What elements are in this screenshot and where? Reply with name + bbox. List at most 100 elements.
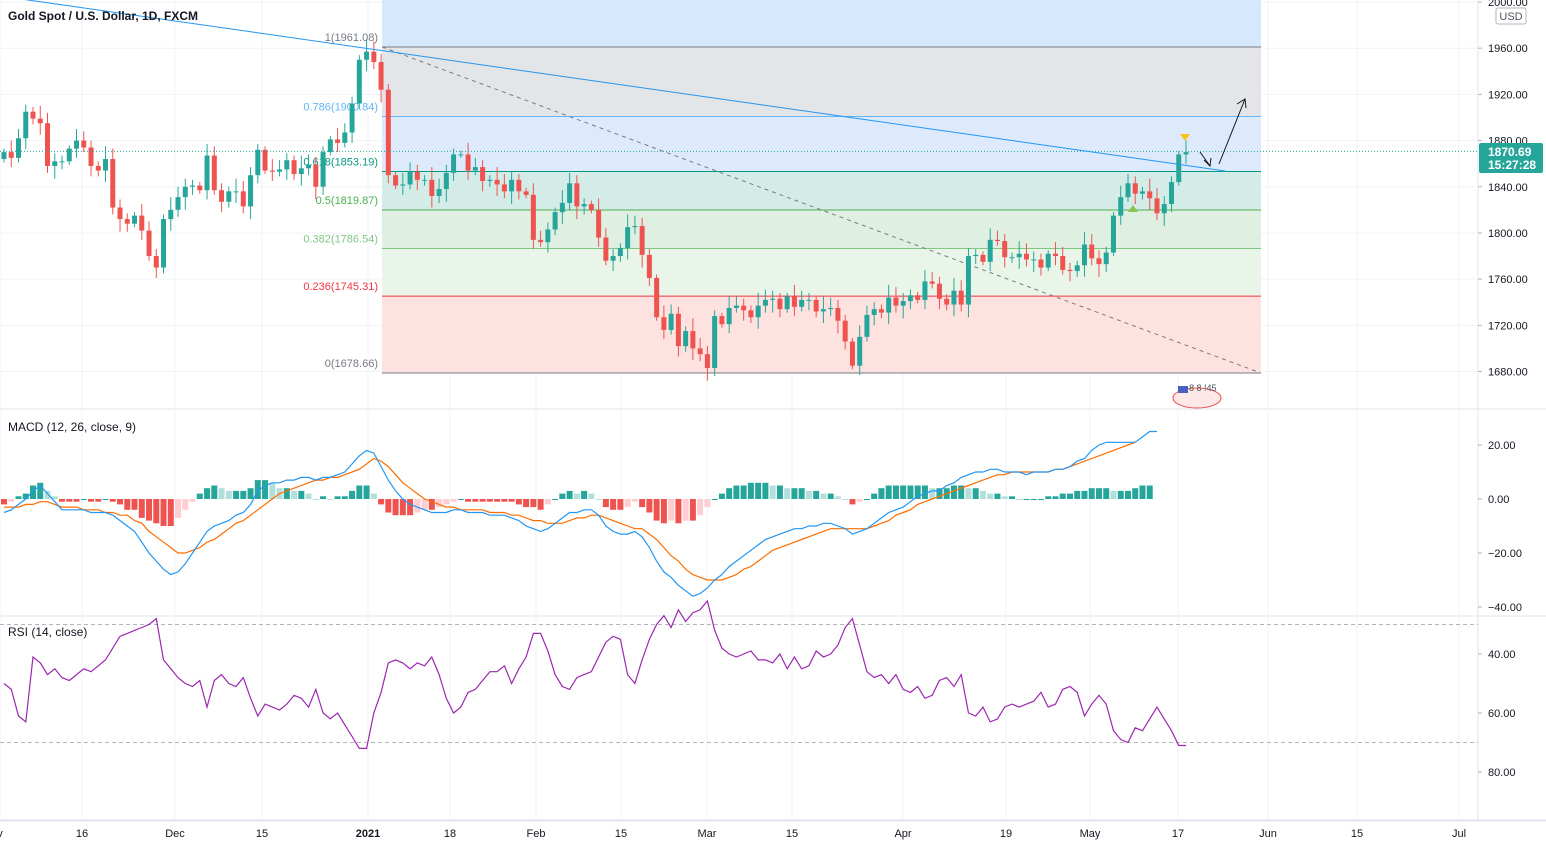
candle-body [81, 140, 87, 148]
fib-level-label: 0.786(1900.84) [303, 101, 378, 113]
macd-histogram-bar [1008, 496, 1015, 499]
macd-histogram-bar [965, 488, 972, 499]
candle-body [74, 140, 80, 149]
macd-histogram-bar [798, 488, 805, 499]
candle-body [414, 171, 420, 180]
macd-histogram-bar [675, 499, 682, 524]
fib-zone [382, 116, 1261, 172]
candle-body [1103, 252, 1109, 265]
projection-arrowhead-up [1236, 98, 1247, 109]
time-tick-label: 2021 [356, 828, 380, 840]
candle-body [59, 161, 65, 163]
projection-arrow-up [1218, 98, 1246, 165]
macd-histogram-bar [1095, 488, 1102, 499]
candlestick-series [0, 38, 1478, 381]
price-tick-label: 1920.00 [1488, 89, 1528, 101]
candle-body [726, 307, 732, 325]
candle-body [335, 139, 341, 143]
candle-body [66, 148, 72, 162]
candle-body [530, 194, 536, 240]
macd-histogram-bar [1074, 490, 1081, 499]
macd-tick-label: −40.00 [1488, 602, 1522, 614]
buy-signal-marker [1128, 205, 1138, 212]
candle-body [1154, 198, 1160, 214]
candle-body [806, 299, 812, 301]
macd-histogram-bar [334, 496, 341, 499]
macd-histogram-bar [457, 499, 464, 500]
candle-body [1052, 253, 1058, 257]
macd-histogram-bar [1066, 493, 1073, 499]
candle-body [900, 301, 906, 306]
macd-histogram-bar [871, 493, 878, 499]
candle-body [95, 165, 101, 171]
price-tick-label: 1800.00 [1488, 228, 1528, 240]
candle-body [639, 226, 645, 255]
macd-histogram-bar [1, 499, 7, 505]
candle-body [777, 298, 783, 310]
candle-body [327, 139, 333, 153]
candle-body [465, 154, 471, 171]
macd-histogram-bar [1139, 485, 1146, 499]
macd-histogram-bar [494, 499, 501, 502]
candle-body [987, 239, 993, 262]
candle-body [190, 185, 196, 187]
macd-histogram-bar [124, 499, 131, 510]
macd-histogram-bar [167, 499, 174, 526]
candle-body [23, 111, 29, 139]
time-tick-label: 18 [444, 828, 456, 840]
candle-body [197, 185, 203, 191]
macd-histogram-bar [385, 499, 392, 513]
fibonacci-retracement[interactable]: 1(1961.08)0.786(1900.84)0.618(1853.19)0.… [303, 0, 1262, 374]
candle-body [298, 168, 304, 175]
candle-body [30, 111, 36, 119]
macd-histogram-bar [298, 490, 305, 499]
candle-body [1038, 259, 1044, 268]
trendline-layer[interactable] [0, 0, 1247, 172]
candle-body [1089, 244, 1095, 259]
candle-body [842, 320, 848, 342]
candle-body [646, 254, 652, 278]
macd-histogram-bar [392, 499, 399, 516]
macd-histogram-bar [1110, 490, 1117, 499]
sell-signal-marker [1180, 134, 1190, 141]
candle-body [1002, 241, 1008, 258]
candle-body [762, 299, 768, 306]
macd-histogram-bar [805, 490, 812, 499]
macd-histogram-bar [66, 499, 73, 502]
macd-histogram-bar [1037, 499, 1044, 500]
fib-level-label: 0(1678.66) [325, 358, 378, 370]
macd-tick-label: 20.00 [1488, 440, 1516, 452]
candle-body [146, 230, 152, 257]
currency-box[interactable] [1495, 7, 1527, 25]
macd-histogram-bar [776, 485, 783, 499]
candle-body [487, 179, 493, 181]
macd-histogram-bar [182, 499, 189, 510]
macd-histogram-bar [508, 499, 515, 502]
candle-body [784, 296, 790, 310]
candle-body [472, 167, 478, 171]
candle-body [132, 215, 138, 224]
price-tick-label: 1760.00 [1488, 274, 1528, 286]
candle-body [813, 299, 819, 312]
currency-label: USD [1499, 11, 1522, 23]
macd-histogram-bar [559, 493, 566, 499]
events-flag-icon[interactable]: 8 8 !45 [1172, 383, 1222, 409]
candle-body [494, 179, 500, 185]
macd-histogram-bar [95, 499, 102, 502]
macd-histogram-bar [225, 490, 232, 499]
candle-body [994, 239, 1000, 242]
candle-body [523, 191, 529, 195]
macd-histogram-bar [1103, 488, 1110, 499]
macd-histogram-bar [51, 496, 58, 499]
macd-histogram-bar [1030, 499, 1037, 500]
macd-histogram-bar [1124, 490, 1131, 499]
candle-body [683, 331, 689, 347]
macd-histogram-bar [755, 482, 762, 499]
candle-body [117, 207, 123, 220]
macd-histogram-bar [320, 496, 327, 499]
bar-countdown: 15:27:28 [1488, 158, 1536, 172]
macd-histogram-bar [552, 499, 559, 500]
candle-body [603, 237, 609, 261]
price-tick-label: 1960.00 [1488, 43, 1528, 55]
